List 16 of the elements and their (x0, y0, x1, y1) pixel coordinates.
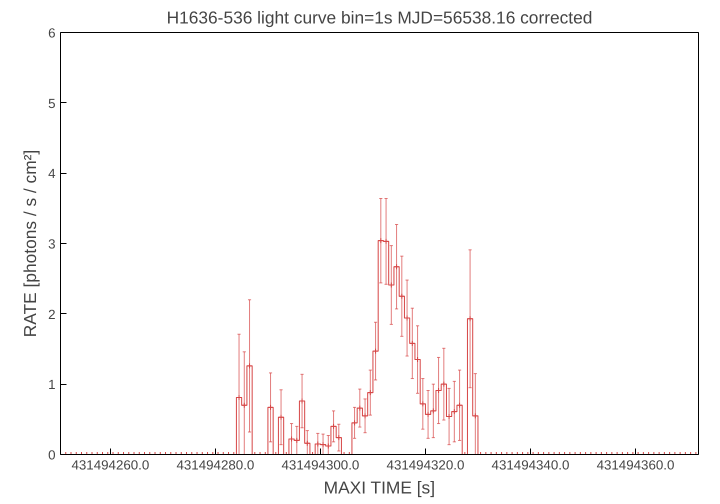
x-tick-label: 431494280.0 (176, 458, 254, 472)
chart-title: H1636-536 light curve bin=1s MJD=56538.16 corrected (166, 8, 592, 28)
x-tick-label: 431494300.0 (282, 458, 360, 472)
x-axis-title: MAXI TIME [s] (324, 478, 436, 498)
x-tick-label: 431494340.0 (492, 458, 570, 472)
y-tick-label: 4 (48, 166, 56, 182)
y-tick-label: 0 (48, 448, 56, 462)
y-tick-label: 5 (48, 96, 56, 111)
y-tick-label: 3 (48, 236, 56, 252)
y-tick-label: 2 (48, 306, 56, 322)
x-tick-label: 431494360.0 (596, 458, 674, 472)
y-tick-label: 6 (48, 26, 56, 40)
x-tick-label: 431494260.0 (71, 458, 150, 472)
y-axis-title: RATE [photons / s / cm²] (20, 150, 40, 338)
x-tick-label: 431494320.0 (386, 458, 464, 472)
y-tick-label: 1 (48, 377, 56, 392)
